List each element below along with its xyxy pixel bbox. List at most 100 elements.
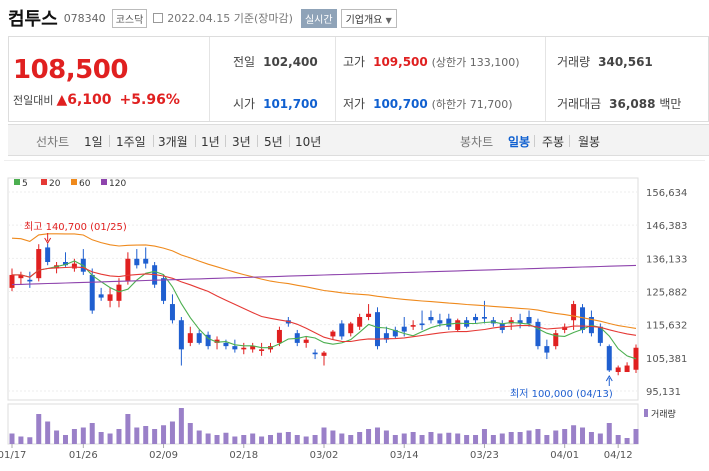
divider xyxy=(109,135,110,147)
candle-body xyxy=(419,323,425,326)
lower-limit: (하한가 71,700) xyxy=(431,98,513,111)
x-tick-label: 01/17 xyxy=(0,450,26,461)
candle-body xyxy=(18,274,24,279)
amount-label: 거래대금 xyxy=(557,97,602,111)
candle-body xyxy=(473,317,479,321)
candle-body xyxy=(134,258,140,266)
volume-bar xyxy=(597,433,603,444)
volume-bar xyxy=(553,430,559,444)
candle-body xyxy=(36,249,42,279)
volume-bar xyxy=(232,436,238,444)
tab-3y[interactable]: 3년 xyxy=(232,135,251,149)
tab-1y[interactable]: 1년 xyxy=(201,135,220,149)
candle-body xyxy=(178,320,184,350)
tab-5y[interactable]: 5년 xyxy=(264,135,283,149)
volume-bar xyxy=(383,430,389,444)
price-change: 전일대비 ▲6,100 +5.96% xyxy=(13,92,180,108)
candle-body xyxy=(276,329,282,343)
volume-bar xyxy=(446,432,452,444)
candle-body xyxy=(580,307,586,330)
legend-swatch xyxy=(101,179,107,185)
volume-bar xyxy=(285,432,291,444)
stock-code: 078340 xyxy=(63,11,106,25)
plot-frame xyxy=(7,177,639,401)
volume-bar xyxy=(357,432,363,444)
volume-bar xyxy=(36,414,42,444)
x-tick-label: 03/23 xyxy=(470,450,499,461)
stock-chart[interactable]: 156,634 146,383 136,133 125,882 115,632 105,3… xyxy=(0,160,709,471)
volume-bar xyxy=(303,436,309,444)
volume-value: 340,561 xyxy=(598,55,653,69)
volume-bar xyxy=(615,435,621,444)
volume-bar xyxy=(437,433,443,444)
ma5-line xyxy=(12,260,637,360)
volume-bar xyxy=(544,435,550,444)
current-price: 108,500 xyxy=(13,55,128,85)
candle-body xyxy=(161,278,167,301)
candle-body xyxy=(535,321,541,347)
volume-bar xyxy=(259,436,265,444)
company-name[interactable]: 컴투스 xyxy=(8,9,58,30)
tab-1w[interactable]: 1주일 xyxy=(116,135,146,149)
ma20-line xyxy=(12,266,637,343)
candle-body xyxy=(410,325,416,327)
volume-bar xyxy=(348,435,354,444)
market-badge: 코스닥 xyxy=(111,8,148,28)
legend-swatch xyxy=(41,179,47,185)
candle-body xyxy=(606,346,612,371)
volume-bar xyxy=(428,432,434,444)
volume-bar xyxy=(499,433,505,444)
realtime-button[interactable]: 실시간 xyxy=(300,8,337,28)
volume-bar xyxy=(526,430,532,444)
candle-body xyxy=(232,346,238,350)
volume-bar xyxy=(473,435,479,444)
volume-bar xyxy=(366,429,372,444)
candle-body xyxy=(187,333,193,343)
x-tick-label: 04/12 xyxy=(604,450,633,461)
volume-bar xyxy=(276,432,282,444)
volume-bar xyxy=(196,430,202,444)
high-label: 고가 xyxy=(343,55,366,69)
candle-body xyxy=(330,331,336,337)
volume-bar xyxy=(178,408,184,444)
volume-bar xyxy=(392,435,398,444)
tab-line-chart[interactable]: 선차트 xyxy=(36,135,70,149)
tab-3m[interactable]: 3개월 xyxy=(158,135,188,149)
candle-body xyxy=(45,247,51,262)
tab-1d[interactable]: 1일 xyxy=(84,135,103,149)
tab-candle-chart[interactable]: 봉차트 xyxy=(460,135,494,149)
divider xyxy=(225,135,226,147)
candle-body xyxy=(624,365,630,373)
volume-bar xyxy=(187,423,193,444)
tab-10y[interactable]: 10년 xyxy=(295,135,322,149)
candle-body xyxy=(89,274,95,311)
volume-bar xyxy=(62,435,68,444)
candle-body xyxy=(383,333,389,340)
tab-weekly[interactable]: 주봉 xyxy=(542,135,565,149)
company-info-dropdown[interactable]: 기업개요 ▼ xyxy=(340,8,397,28)
volume-bar xyxy=(508,432,514,444)
candle-body xyxy=(205,334,211,347)
volume-bar xyxy=(152,429,158,444)
chart-tab-bar: 선차트 1일 1주일 3개월 1년 3년 5년 10년 봉차트 일봉 주봉 월봉 xyxy=(8,124,709,156)
volume-bar xyxy=(401,433,407,444)
prev-close: 전일 102,400 xyxy=(233,53,318,70)
low-price: 저가 100,700 (하한가 71,700) xyxy=(343,95,513,112)
volume-bar xyxy=(241,435,247,444)
tab-daily[interactable]: 일봉 xyxy=(508,135,531,149)
volume-bar xyxy=(294,435,300,444)
divider xyxy=(257,135,258,147)
candle-body xyxy=(517,320,523,324)
y-tick-label: 95,131 xyxy=(646,387,681,398)
candle-body xyxy=(303,339,309,343)
divider xyxy=(569,135,570,147)
volume-bar xyxy=(571,425,577,444)
candle-body xyxy=(481,317,487,319)
tab-monthly[interactable]: 월봉 xyxy=(578,135,601,149)
volume-bar xyxy=(580,427,586,444)
candle-body xyxy=(223,342,229,347)
candle-body xyxy=(250,346,256,350)
candle-body xyxy=(321,352,327,356)
candle-body xyxy=(348,323,354,334)
y-tick-label: 146,383 xyxy=(646,221,687,232)
